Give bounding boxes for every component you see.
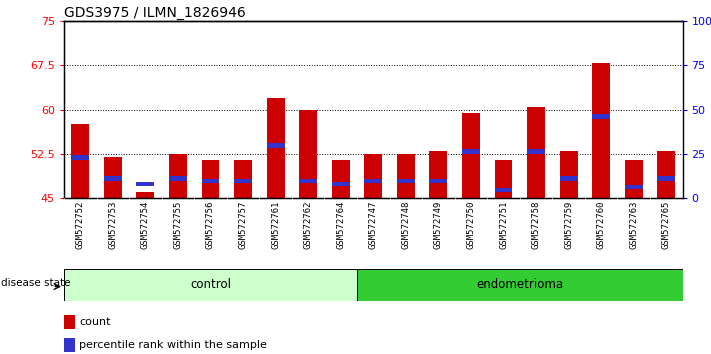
Text: GSM572757: GSM572757 <box>239 200 247 249</box>
Bar <box>397 179 415 183</box>
Text: GSM572763: GSM572763 <box>629 200 638 249</box>
Text: control: control <box>190 279 231 291</box>
Bar <box>527 107 545 198</box>
Bar <box>201 160 220 198</box>
Text: GSM572760: GSM572760 <box>597 200 606 249</box>
Text: count: count <box>80 317 111 327</box>
Bar <box>64 315 75 329</box>
Text: percentile rank within the sample: percentile rank within the sample <box>80 339 267 350</box>
Bar <box>64 338 75 352</box>
Bar <box>357 269 683 301</box>
Bar <box>625 185 643 189</box>
Bar <box>332 182 350 187</box>
Text: GSM572758: GSM572758 <box>532 200 540 249</box>
Bar <box>299 110 317 198</box>
Bar <box>495 188 513 192</box>
Bar <box>592 114 610 119</box>
Bar <box>169 154 187 198</box>
Text: GSM572764: GSM572764 <box>336 200 346 249</box>
Bar <box>592 63 610 198</box>
Bar <box>64 269 357 301</box>
Bar <box>429 179 447 183</box>
Bar <box>397 154 415 198</box>
Bar <box>137 182 154 187</box>
Bar <box>299 179 317 183</box>
Bar <box>658 151 675 198</box>
Text: GSM572749: GSM572749 <box>434 200 443 249</box>
Text: GSM572748: GSM572748 <box>401 200 410 249</box>
Text: GSM572747: GSM572747 <box>369 200 378 249</box>
Text: GSM572753: GSM572753 <box>108 200 117 249</box>
Text: GSM572765: GSM572765 <box>662 200 670 249</box>
Bar <box>104 176 122 181</box>
Text: GDS3975 / ILMN_1826946: GDS3975 / ILMN_1826946 <box>64 6 246 20</box>
Bar <box>104 157 122 198</box>
Bar <box>267 98 284 198</box>
Bar <box>625 160 643 198</box>
Bar <box>495 160 513 198</box>
Bar <box>560 176 577 181</box>
Bar <box>71 155 89 160</box>
Text: GSM572754: GSM572754 <box>141 200 150 249</box>
Bar <box>201 179 220 183</box>
Bar <box>169 176 187 181</box>
Text: GSM572761: GSM572761 <box>271 200 280 249</box>
Text: GSM572755: GSM572755 <box>173 200 183 249</box>
Text: GSM572750: GSM572750 <box>466 200 476 249</box>
Bar <box>527 149 545 154</box>
Bar <box>364 154 383 198</box>
Text: GSM572752: GSM572752 <box>76 200 85 249</box>
Bar <box>332 160 350 198</box>
Text: GSM572762: GSM572762 <box>304 200 313 249</box>
Text: GSM572756: GSM572756 <box>206 200 215 249</box>
Text: GSM572751: GSM572751 <box>499 200 508 249</box>
Text: GSM572759: GSM572759 <box>564 200 573 249</box>
Bar <box>560 151 577 198</box>
Bar <box>267 143 284 148</box>
Bar <box>71 125 89 198</box>
Bar <box>429 151 447 198</box>
Text: disease state: disease state <box>1 278 71 289</box>
Bar <box>462 113 480 198</box>
Bar <box>137 192 154 198</box>
Bar <box>462 149 480 154</box>
Bar <box>234 160 252 198</box>
Bar <box>234 179 252 183</box>
Bar <box>658 176 675 181</box>
Bar <box>364 179 383 183</box>
Text: endometrioma: endometrioma <box>476 279 563 291</box>
